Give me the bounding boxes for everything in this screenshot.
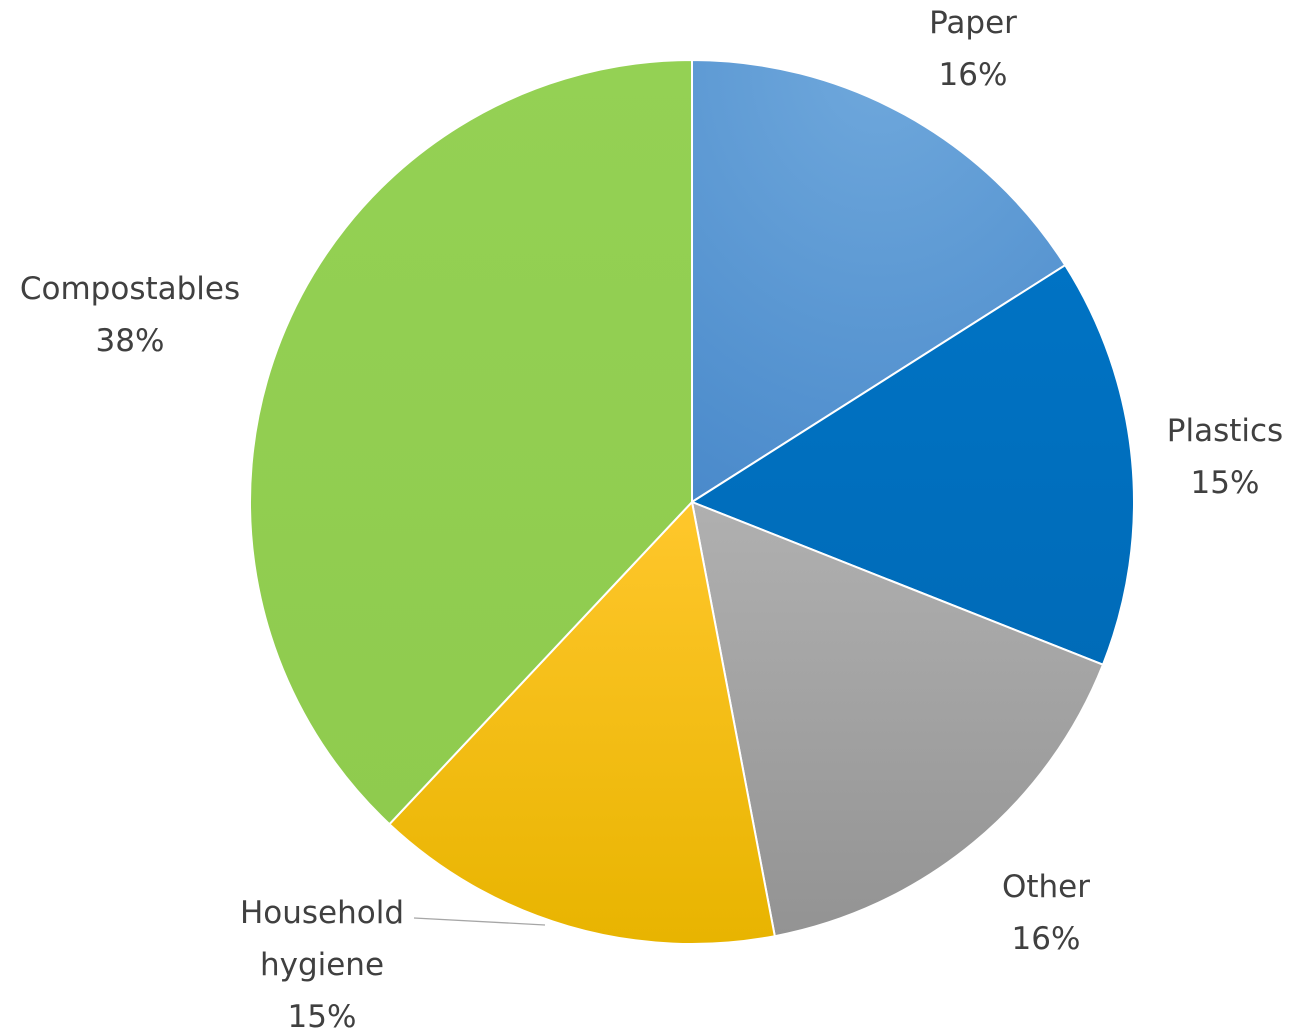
data-label-category: Plastics — [1167, 413, 1283, 449]
pie-slice-other — [690, 500, 1105, 938]
data-label-category: hygiene — [260, 947, 384, 983]
data-label-value: 38% — [96, 323, 165, 359]
data-label-value: 16% — [1012, 921, 1081, 957]
pie-slice-plastics — [689, 263, 1135, 667]
data-label-compostables: Compostables 38% — [20, 271, 240, 359]
data-label-paper: Paper 16% — [929, 5, 1017, 93]
data-labels: Paper 16% Plastics 15% Other 16% Household hygi… — [20, 5, 1283, 1030]
data-label-category: Compostables — [20, 271, 240, 307]
pie-slices — [249, 58, 1135, 945]
data-label-other: Other 16% — [1002, 869, 1090, 957]
pie-slice-compostables — [249, 58, 693, 826]
household-hygiene-leader-line — [413, 917, 546, 926]
data-label-value: 15% — [288, 999, 357, 1030]
pie-slice-household-hygiene — [388, 499, 776, 945]
data-label-value: 15% — [1191, 465, 1260, 501]
data-label-household-hygiene: Household hygiene 15% — [240, 895, 404, 1030]
data-label-category: Other — [1002, 869, 1090, 905]
data-label-value: 16% — [939, 57, 1008, 93]
data-label-category: Household — [240, 895, 404, 931]
pie-slice-paper — [691, 58, 1067, 504]
data-label-plastics: Plastics 15% — [1167, 413, 1283, 501]
data-label-category: Paper — [929, 5, 1017, 41]
